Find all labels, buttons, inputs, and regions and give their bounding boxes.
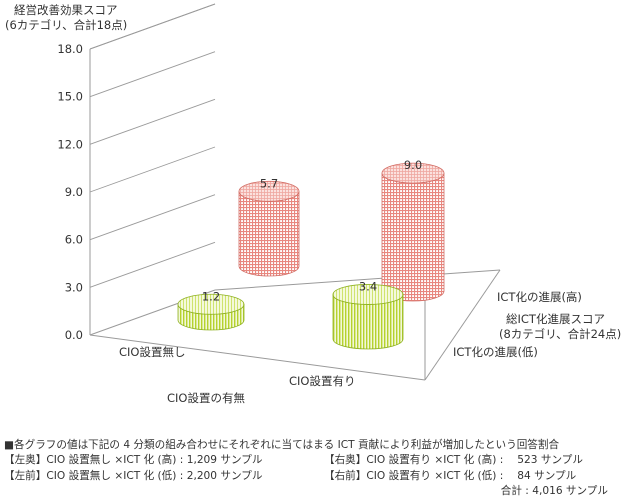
floor-right-edge [424,269,501,381]
y-tick-label: 6.0 [65,233,83,247]
notes-heading: ■各グラフの値は下記の 4 分類の組み合わせにそれぞれに当てはまる ICT 貢献… [4,439,560,451]
bar-cylinder: 9.0 [381,158,445,302]
notes-row: 【左奥】CIO 設置無し ×ICT 化 (高) : 1,209 サンプル 【右奥… [4,453,634,468]
gridline [89,98,216,145]
z-category-label-low: ICT化の進展(低) [453,345,538,359]
y-tick-label: 9.0 [65,185,83,199]
data-label: 9.0 [404,158,422,172]
bar-top [381,162,445,184]
gridline [89,51,216,98]
note-left-back: 【左奥】CIO 設置無し ×ICT 化 (高) : 1,209 サンプル [4,454,263,467]
x-category-label-with-cio: CIO設置有り [289,374,355,388]
bars: 5.7 9.0 1.2 3.4 [177,158,445,350]
bar-cylinder: 3.4 [332,279,404,350]
gridline [89,241,216,288]
data-label: 3.4 [359,279,377,293]
z-axis-title-line-2: (8カテゴリ、合計24点) [499,327,621,341]
y-tick-label: 3.0 [65,280,83,294]
bar-top [332,284,404,305]
y-tick-label: 0.0 [65,328,83,342]
y-axis-title-line-2: (6カテゴリ、合計18点) [5,18,127,32]
bar-body [238,191,300,277]
bar-top [177,293,245,315]
y-axis-title-line-1: 経営改善効果スコア [14,3,118,17]
x-axis-title: CIO設置の有無 [167,391,245,405]
note-total: 合計 : 4,016 サンプル [500,485,608,498]
data-label: 5.7 [260,176,278,190]
floor-front-edge [89,334,426,381]
bar-cylinder: 1.2 [177,289,245,331]
notes-total-row: 合計 : 4,016 サンプル [4,484,634,499]
notes-block: ■各グラフの値は下記の 4 分類の組み合わせにそれぞれに当てはまる ICT 貢献… [4,438,634,500]
gridline [89,146,216,193]
z-axis-title-line-1: 総ICT化進展スコア [506,312,605,326]
data-label: 1.2 [202,289,220,303]
y-tick-label: 15.0 [57,90,83,104]
y-tick-label: 18.0 [57,42,83,56]
chart-area: 経営改善効果スコア (6カテゴリ、合計18点) 0.0 3.0 6.0 9.0 12.0… [5,3,621,405]
gridlines [89,3,216,288]
x-category-label-no-cio: CIO設置無し [119,345,185,359]
bar-cylinder: 5.7 [238,176,300,277]
floor-back-edge [214,269,501,291]
gridline [89,3,216,50]
note-right-back: 【右奥】CIO 設置有り ×ICT 化 (高) : 523 サンプル [324,454,583,467]
note-right-front: 【右前】CIO 設置有り ×ICT 化 (低) : 84 サンプル [324,469,577,482]
z-category-label-high: ICT化の進展(高) [497,290,582,304]
bar-top [238,180,300,202]
y-tick-label: 12.0 [57,137,83,151]
bar-body [381,173,445,302]
y-tick-labels: 0.0 3.0 6.0 9.0 12.0 15.0 18.0 [57,42,83,342]
note-left-front: 【左前】CIO 設置無し ×ICT 化 (低) : 2,200 サンプル [4,469,263,482]
gridline [89,194,216,241]
notes-row: 【左前】CIO 設置無し ×ICT 化 (低) : 2,200 サンプル 【右前… [4,469,634,484]
